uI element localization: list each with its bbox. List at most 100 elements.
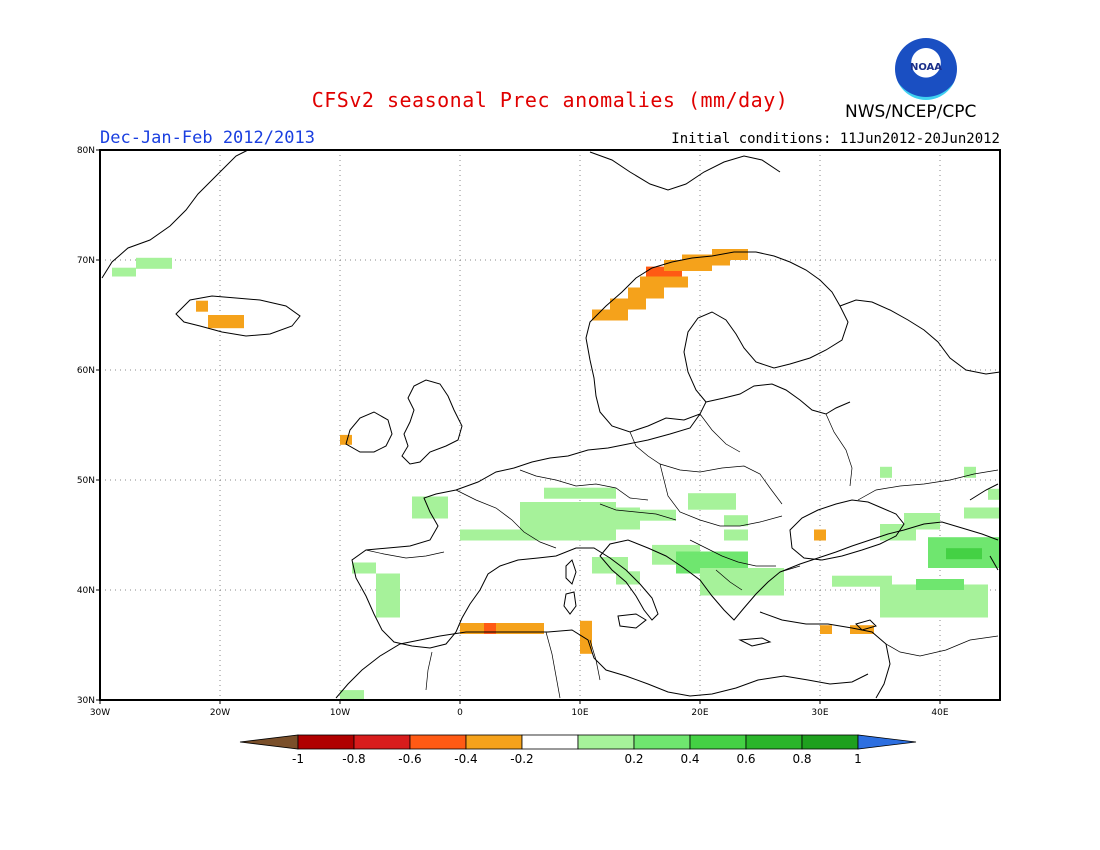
anomaly-cell (208, 315, 244, 329)
anomaly-cell (136, 257, 172, 269)
ireland-coast (345, 411, 393, 453)
colorbar-label: 1 (854, 752, 862, 766)
anomaly-cell (376, 573, 400, 618)
lat-tick-label: 60N (77, 366, 95, 376)
anomaly-cell (880, 466, 892, 478)
colorbar-swatch (745, 734, 803, 750)
anomaly-cell (616, 507, 640, 530)
iceland-coast (175, 295, 301, 337)
lon-tick-label: 20W (210, 708, 230, 718)
anomaly-cell (610, 298, 646, 310)
anomaly-cell (904, 513, 940, 530)
anomaly-cell (724, 529, 748, 541)
colorbar-label: 0.8 (792, 752, 811, 766)
colorbar-label: 0.4 (680, 752, 699, 766)
crete (738, 637, 772, 647)
anomaly-cell (814, 529, 826, 541)
agency-label: NWS/NCEP/CPC (845, 102, 977, 122)
map-border (99, 149, 1001, 701)
anomaly-cell (460, 529, 520, 541)
great-britain-coast (401, 379, 463, 465)
anomaly-cell (460, 623, 484, 634)
colorbar-label: -0.4 (454, 752, 477, 766)
colorbar-swatch (633, 734, 691, 750)
chart-title: CFSv2 seasonal Prec anomalies (mm/day) (311, 88, 789, 112)
lat-tick-label: 40N (77, 586, 95, 596)
caspian-coast (969, 483, 999, 571)
anatolia-coast (759, 611, 891, 699)
anomaly-cell (688, 554, 712, 566)
europe-mainland-coast (351, 413, 999, 649)
lat-tick-label: 30N (77, 696, 95, 706)
anomaly-cell (712, 249, 748, 260)
anomaly-cell (916, 579, 964, 590)
anomaly-cell (946, 548, 982, 560)
colorbar-right-arrow (857, 734, 917, 750)
anomaly-cell (520, 502, 616, 541)
initial-conditions-label: Initial conditions: 11Jun2012-20Jun2012 (671, 131, 1000, 147)
anomaly-cell (196, 300, 208, 312)
colorbar-swatch (465, 734, 523, 750)
lat-tick-label: 70N (77, 256, 95, 266)
greenland-coast (101, 149, 249, 279)
colorbar: -1 -0.8 -0.6 -0.4 -0.2 0.2 0.4 0.6 0.8 1 (239, 734, 917, 766)
colorbar-swatch (689, 734, 747, 750)
lon-tick-label: 0 (457, 708, 463, 718)
anomaly-cell (592, 557, 628, 574)
anomaly-cell (700, 568, 784, 596)
anomaly-cell (340, 690, 364, 700)
anomaly-cell (724, 515, 748, 527)
anomaly-cell (988, 488, 1000, 500)
anomaly-cell (616, 571, 640, 585)
anomaly-cell (352, 562, 376, 574)
coastlines (101, 149, 1001, 699)
colorbar-label: -1 (292, 752, 304, 766)
anomaly-cell (832, 575, 892, 587)
lon-tick-label: 40E (931, 708, 948, 718)
anomaly-cell (544, 487, 616, 499)
sicily (617, 613, 647, 629)
anomaly-cell (496, 623, 544, 634)
colorbar-label: 0.6 (736, 752, 755, 766)
anomaly-cell (592, 309, 628, 321)
anomaly-cell (412, 496, 448, 519)
north-africa-coast (335, 629, 869, 699)
lon-tick-label: 30W (90, 708, 110, 718)
lat-tick-label: 80N (77, 146, 95, 156)
colorbar-label: -0.6 (398, 752, 421, 766)
colorbar-swatch (801, 734, 859, 750)
colorbar-swatch (577, 734, 635, 750)
lon-tick-label: 10E (571, 708, 588, 718)
anomaly-cell (640, 509, 676, 521)
svalbard-coast (589, 151, 781, 191)
colorbar-swatch (409, 734, 467, 750)
anomaly-cell (964, 466, 976, 478)
black-sea-coast (789, 499, 905, 561)
colorbar-swatch (353, 734, 411, 750)
cyprus (855, 619, 877, 631)
colorbar-swatch (521, 734, 579, 750)
anomaly-shading (112, 249, 1000, 700)
colorbar-label: -0.8 (342, 752, 365, 766)
anomaly-cell (628, 287, 664, 299)
anomaly-cell (112, 267, 136, 277)
anomaly-cell (580, 620, 592, 654)
country-borders (365, 413, 999, 699)
baltic-coast (705, 383, 851, 415)
anomaly-cell (640, 276, 688, 288)
season-label: Dec-Jan-Feb 2012/2013 (100, 128, 315, 148)
lat-tick-label: 50N (77, 476, 95, 486)
colorbar-swatch (297, 734, 355, 750)
white-sea-coast (839, 299, 1001, 375)
anomaly-cell (820, 625, 832, 634)
corsica-sardinia (563, 559, 577, 615)
anomaly-cell (484, 623, 496, 634)
lon-tick-label: 20E (691, 708, 708, 718)
noaa-logo: NOAA (895, 38, 957, 100)
colorbar-label: 0.2 (624, 752, 643, 766)
colorbar-label: -0.2 (510, 752, 533, 766)
anomaly-cell (688, 493, 736, 510)
anomaly-cell (646, 266, 682, 277)
colorbar-left-arrow (239, 734, 299, 750)
